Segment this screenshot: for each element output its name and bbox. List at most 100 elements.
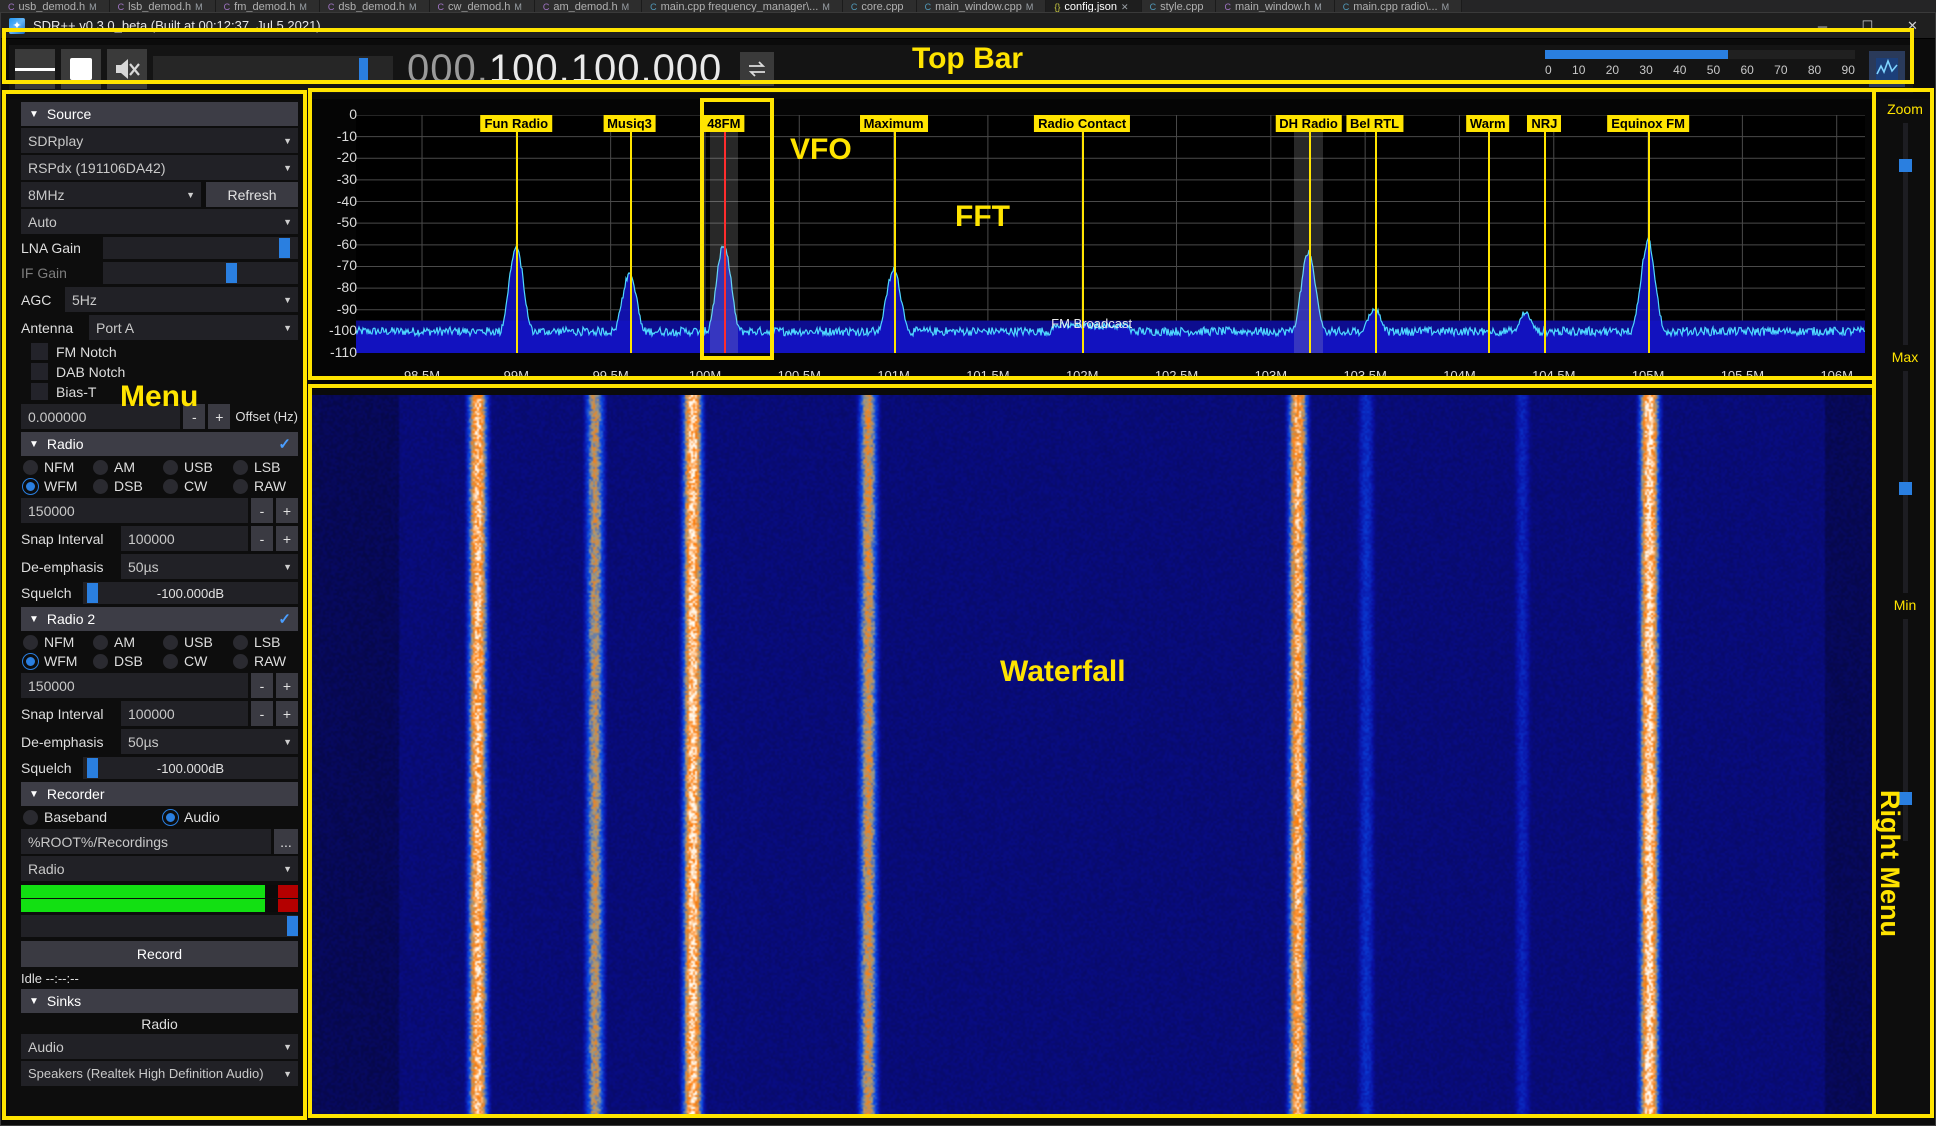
radio2-mode-lsb[interactable]: LSB: [233, 634, 303, 650]
radio2-mode-raw[interactable]: RAW: [233, 653, 303, 669]
sink-type-select[interactable]: Audio ▼: [21, 1034, 298, 1059]
vfo-label-tag[interactable]: 48FM: [703, 115, 745, 132]
volume-slider-handle[interactable]: [359, 58, 369, 80]
browse-folder-button[interactable]: ...: [274, 829, 298, 854]
radio2-enabled-check-icon[interactable]: ✓: [278, 611, 291, 628]
source-device-select[interactable]: RSPdx (191106DA42) ▼: [21, 155, 298, 180]
fft-panel[interactable]: Fun Radio Musiq3 48FM Maximum Radio Contact D…: [311, 99, 1873, 389]
maximize-button[interactable]: ☐: [1861, 18, 1874, 33]
vfo-label-tag[interactable]: Fun Radio: [480, 115, 553, 132]
radio-mode-usb[interactable]: USB: [163, 459, 233, 475]
bias-t-checkbox[interactable]: Bias-T: [31, 383, 306, 400]
radio2-bandwidth-input[interactable]: 150000: [21, 673, 248, 698]
left-menu-panel[interactable]: ▼ Source SDRplay ▼ RSPdx (191106DA42) ▼ …: [9, 99, 306, 1117]
section-header-source[interactable]: ▼ Source: [21, 102, 298, 126]
deemphasis-select[interactable]: 50µs ▼: [121, 554, 298, 579]
section-header-recorder[interactable]: ▼ Recorder: [21, 782, 298, 806]
snap-increment-button[interactable]: +: [276, 526, 298, 551]
radio2-snap-increment-button[interactable]: +: [276, 701, 298, 726]
radio2-bandwidth-increment-button[interactable]: +: [276, 673, 298, 698]
recorder-volume-slider[interactable]: [21, 915, 298, 937]
radio2-mode-wfm[interactable]: WFM: [23, 653, 93, 669]
radio2-bandwidth-decrement-button[interactable]: -: [251, 673, 273, 698]
snap-decrement-button[interactable]: -: [251, 526, 273, 551]
radio2-snap-interval-input[interactable]: 100000: [121, 701, 248, 726]
radio2-mode-usb[interactable]: USB: [163, 634, 233, 650]
radio2-squelch-slider[interactable]: -100.000dB: [83, 757, 298, 779]
min-slider[interactable]: [1899, 619, 1912, 841]
vfo-center-line[interactable]: [1544, 115, 1547, 353]
mute-button[interactable]: [107, 49, 147, 89]
vfo-center-line[interactable]: [1487, 115, 1490, 353]
record-button[interactable]: Record: [21, 941, 298, 967]
minimize-button[interactable]: ─: [1817, 18, 1828, 34]
vfo-label-tag[interactable]: NRJ: [1527, 115, 1562, 132]
radio-mode-nfm[interactable]: NFM: [23, 459, 93, 475]
recorder-volume-handle[interactable]: [286, 916, 298, 936]
stop-button[interactable]: [61, 49, 101, 89]
refresh-button[interactable]: Refresh: [206, 182, 298, 207]
lna-gain-slider[interactable]: [103, 237, 298, 259]
close-button[interactable]: ✕: [1907, 18, 1918, 33]
fft-plot-area[interactable]: Fun Radio Musiq3 48FM Maximum Radio Contact D…: [356, 115, 1865, 353]
frequency-display[interactable]: 000.100.100.000: [407, 47, 722, 92]
zoom-slider-handle[interactable]: [1899, 158, 1912, 172]
min-slider-handle[interactable]: [1899, 792, 1912, 806]
offset-input[interactable]: 0.000000: [21, 404, 181, 429]
radio2-snap-decrement-button[interactable]: -: [251, 701, 273, 726]
sink-device-select[interactable]: Speakers (Realtek High Definition Audio)…: [21, 1061, 298, 1086]
radio-mode-raw[interactable]: RAW: [233, 478, 303, 494]
radio2-mode-am[interactable]: AM: [93, 634, 163, 650]
vfo-label-tag[interactable]: Radio Contact: [1034, 115, 1131, 132]
squelch-slider[interactable]: -100.000dB: [83, 582, 298, 604]
radio-mode-cw[interactable]: CW: [163, 478, 233, 494]
if-gain-slider[interactable]: [103, 262, 298, 284]
section-header-sinks[interactable]: ▼ Sinks: [21, 989, 298, 1013]
volume-slider[interactable]: [153, 56, 393, 82]
offset-increment-button[interactable]: +: [208, 404, 231, 429]
vfo-center-line[interactable]: [723, 115, 726, 353]
vscode-tab[interactable]: {} config.json ✕: [1046, 0, 1142, 14]
vfo-center-line[interactable]: [1648, 115, 1651, 353]
radio-mode-am[interactable]: AM: [93, 459, 163, 475]
radio2-mode-dsb[interactable]: DSB: [93, 653, 163, 669]
recorder-stream-select[interactable]: Radio ▼: [21, 856, 298, 881]
fm-notch-checkbox[interactable]: FM Notch: [31, 343, 306, 360]
lna-gain-handle[interactable]: [278, 238, 290, 258]
vfo-label-tag[interactable]: Equinox FM: [1607, 115, 1689, 132]
vfo-label-tag[interactable]: Maximum: [859, 115, 928, 132]
waterfall-panel[interactable]: [311, 395, 1873, 1117]
vfo-label-tag[interactable]: Bel RTL: [1346, 115, 1404, 132]
waterfall-canvas[interactable]: [311, 395, 1873, 1117]
recording-path-input[interactable]: %ROOT%/Recordings: [21, 829, 271, 854]
max-slider-handle[interactable]: [1899, 482, 1912, 495]
radio-mode-dsb[interactable]: DSB: [93, 478, 163, 494]
fft-toggle-button[interactable]: [1869, 51, 1905, 87]
vfo-center-line[interactable]: [629, 115, 632, 353]
right-menu-panel[interactable]: Zoom Max Min: [1877, 99, 1933, 1117]
vfo-center-line[interactable]: [1082, 115, 1085, 353]
snap-interval-input[interactable]: 100000: [121, 526, 248, 551]
vfo-center-line[interactable]: [1374, 115, 1377, 353]
samplerate-select[interactable]: 8MHz ▼: [21, 182, 201, 207]
radio-mode-wfm[interactable]: WFM: [23, 478, 93, 494]
radio2-mode-cw[interactable]: CW: [163, 653, 233, 669]
max-slider[interactable]: [1899, 371, 1912, 593]
agc-select[interactable]: 5Hz ▼: [65, 287, 298, 312]
menu-toggle-button[interactable]: [15, 49, 55, 89]
radio2-mode-nfm[interactable]: NFM: [23, 634, 93, 650]
vfo-swap-button[interactable]: [740, 52, 775, 86]
source-module-select[interactable]: SDRplay ▼: [21, 128, 298, 153]
recorder-mode-baseband[interactable]: Baseband: [23, 809, 163, 825]
